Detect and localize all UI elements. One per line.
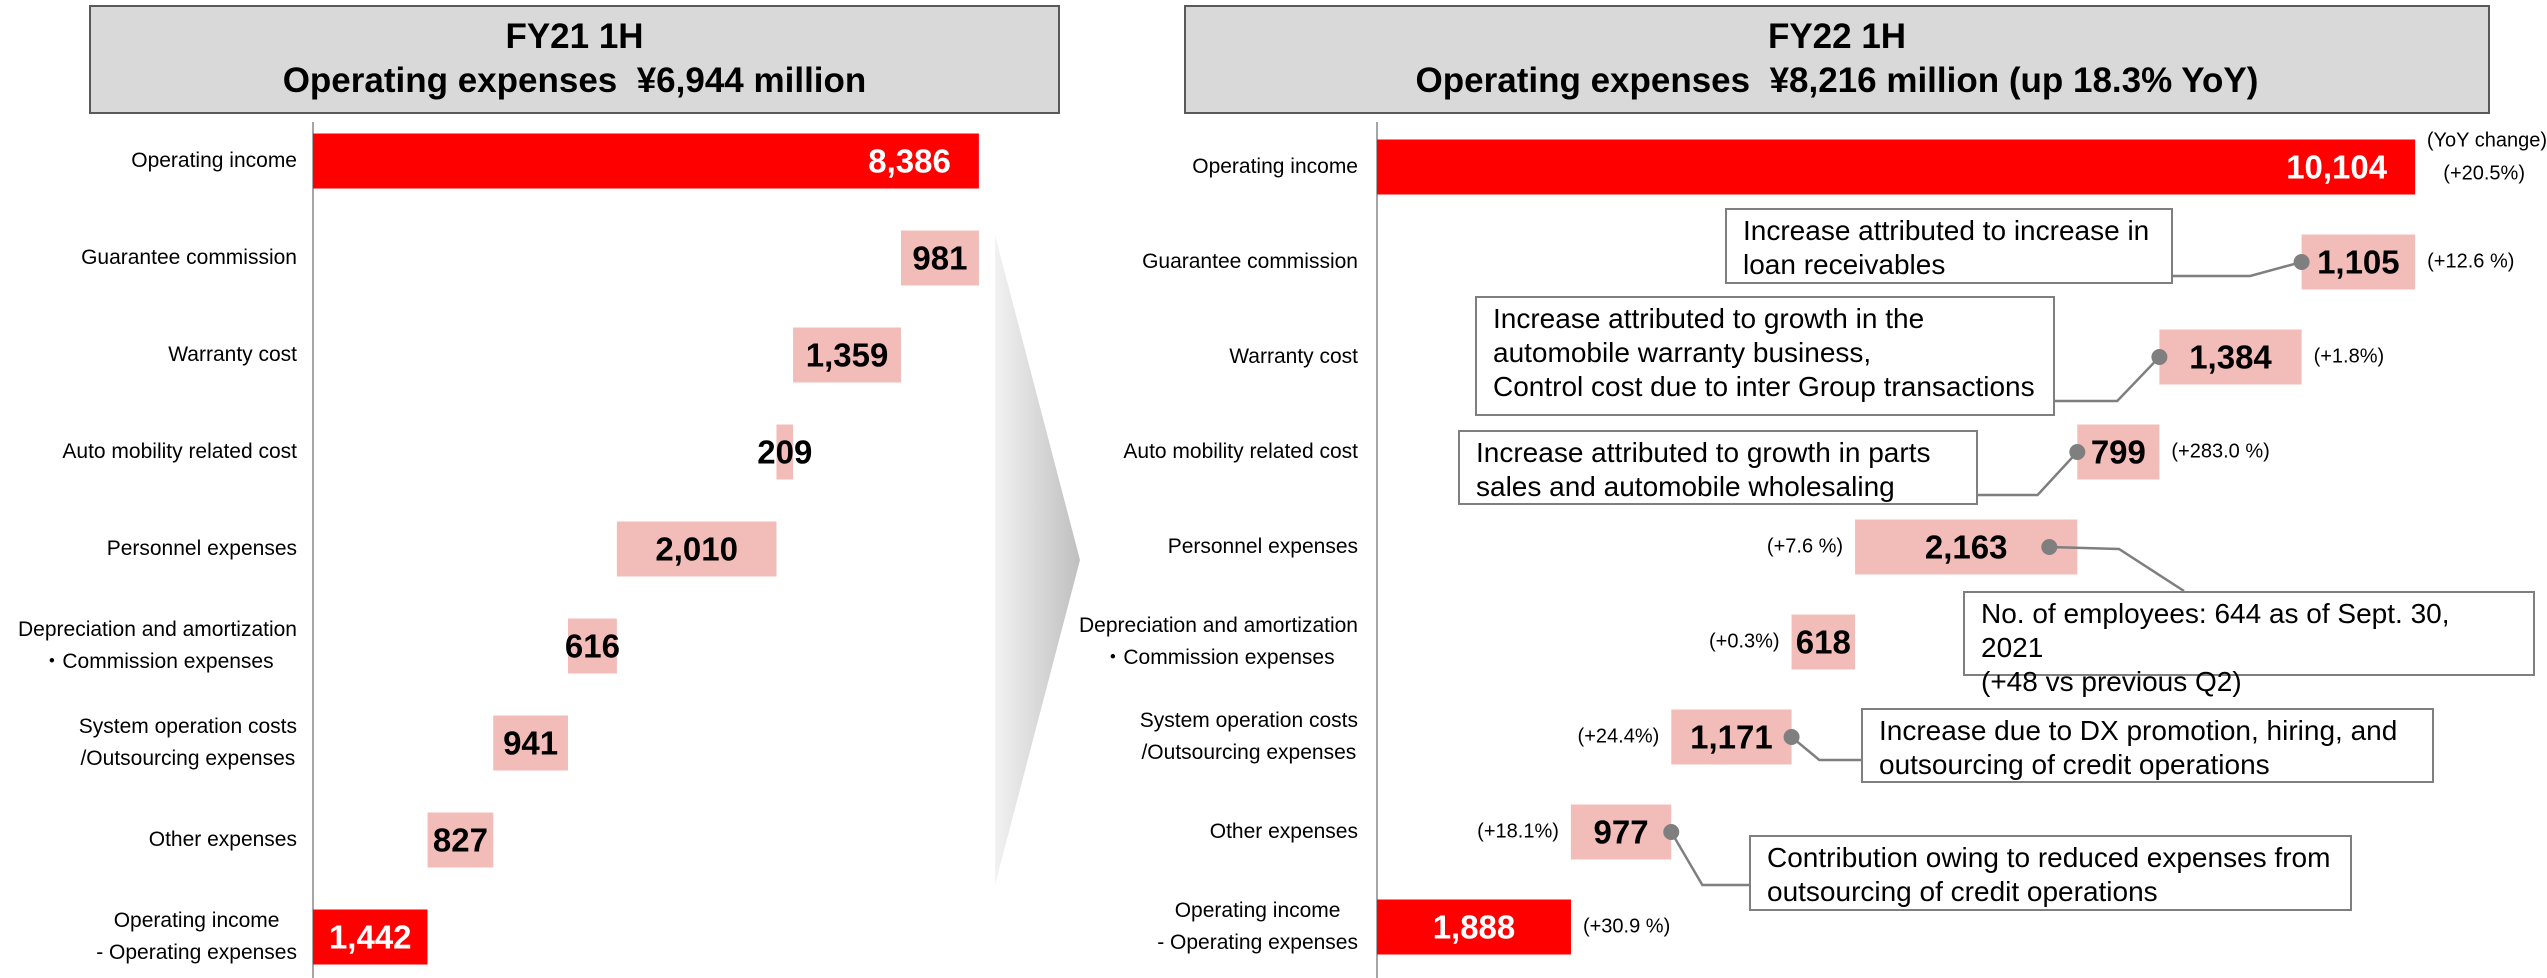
value-label: 8,386 <box>868 143 951 180</box>
bar <box>1855 519 2078 575</box>
bar <box>1671 709 1792 765</box>
callout-line <box>1978 451 2079 497</box>
value-label: 10,104 <box>2286 149 2388 186</box>
category-label: Operating income <box>1192 155 1358 178</box>
chart-title: FY22 1H <box>1767 17 1907 56</box>
value-label: 827 <box>433 822 488 859</box>
value-label: 799 <box>2091 434 2146 471</box>
bar <box>1791 614 1856 670</box>
category-label: Guarantee commission <box>1142 250 1358 273</box>
yoy-change: (+20.5%) <box>2443 162 2525 185</box>
bar <box>1570 804 1672 860</box>
annotation: Increase attributed to increase in loan … <box>1725 208 2173 284</box>
category-label: Guarantee commission <box>81 246 297 269</box>
yoy-change: (+12.6 %) <box>2427 250 2515 273</box>
bar <box>793 327 901 383</box>
category-label: Operating income - Operating expenses <box>1157 899 1358 954</box>
callout-line <box>1790 736 1861 762</box>
annotation: Contribution owing to reduced expenses f… <box>1749 835 2352 911</box>
yoy-change: (+24.4%) <box>1577 725 1660 748</box>
bar <box>900 230 979 286</box>
category-label: Operating income - Operating expenses <box>96 909 297 964</box>
category-label: System operation costs /Outsourcing expe… <box>1139 709 1358 764</box>
callout-line <box>2173 260 2302 278</box>
chart-subtitle: Operating expenses ¥8,216 million (up 18… <box>1415 61 2259 100</box>
chart-header: FY22 1H Operating expenses ¥8,216 million… <box>1184 5 2490 114</box>
value-label: 1,171 <box>1690 719 1773 756</box>
category-label: Depreciation and amortization ・Commissio… <box>18 618 297 673</box>
bar <box>2077 424 2160 480</box>
yoy-change: (+283.0 %) <box>2171 440 2270 463</box>
value-label: 1,442 <box>329 919 412 956</box>
value-label: 977 <box>1594 814 1649 851</box>
yoy-change: (+18.1%) <box>1477 820 1559 843</box>
callout-dot <box>1783 729 1800 745</box>
category-label: Operating income <box>131 149 297 172</box>
value-label: 1,888 <box>1433 909 1516 946</box>
callout-dot <box>2069 444 2086 460</box>
chart-subtitle: Operating expenses ¥6,944 million <box>282 61 867 100</box>
bar <box>2159 329 2302 385</box>
chart-title: FY21 1H <box>505 17 644 56</box>
yoy-header: (YoY change) <box>2426 129 2547 152</box>
yoy-change: (+7.6 %) <box>1766 535 1844 558</box>
yoy-change: (+30.9 %) <box>1582 915 1671 938</box>
value-label: 1,105 <box>2317 244 2400 281</box>
annotation: No. of employees: 644 as of Sept. 30, 20… <box>1963 591 2535 697</box>
category-label: Depreciation and amortization ・Commissio… <box>1079 614 1358 669</box>
value-label: 209 <box>757 434 812 471</box>
value-label: 2,010 <box>655 531 738 568</box>
callout-dot <box>1663 824 1680 840</box>
bar <box>493 715 568 771</box>
value-label: 1,359 <box>806 337 889 374</box>
bar <box>616 521 777 577</box>
bar <box>567 618 617 674</box>
annotation: Increase attributed to growth in parts s… <box>1458 430 1978 505</box>
callout-line <box>1670 831 1749 887</box>
category-label: Personnel expenses <box>1167 535 1358 558</box>
callout-line <box>2049 545 2185 593</box>
category-label: Personnel expenses <box>106 537 297 560</box>
value-label: 616 <box>565 628 620 665</box>
bar <box>313 133 979 189</box>
category-label: Auto mobility related cost <box>1123 440 1358 463</box>
yoy-change: (+1.8%) <box>2313 345 2385 368</box>
annotation: Increase due to DX promotion, hiring, an… <box>1861 708 2434 783</box>
category-label: Warranty cost <box>1229 345 1358 368</box>
bar <box>1377 139 2416 195</box>
callout-dot <box>2041 539 2058 555</box>
bar <box>1377 899 1571 955</box>
callout-line <box>2054 356 2161 403</box>
value-label: 618 <box>1796 624 1851 661</box>
transition-arrow <box>995 235 1080 885</box>
bar <box>2301 234 2416 290</box>
chart-header: FY21 1H Operating expenses ¥6,944 million <box>89 5 1060 114</box>
category-label: Other expenses <box>148 828 297 851</box>
value-label: 941 <box>503 725 558 762</box>
callout-dot <box>2151 349 2168 365</box>
value-label: 981 <box>912 240 967 277</box>
category-label: Auto mobility related cost <box>62 440 297 463</box>
annotation: Increase attributed to growth in the aut… <box>1475 296 2055 416</box>
category-label: Warranty cost <box>168 343 297 366</box>
bar <box>427 812 494 868</box>
bar <box>776 424 794 480</box>
yoy-change: (+0.3%) <box>1708 630 1780 653</box>
bar <box>313 909 428 965</box>
category-label: System operation costs /Outsourcing expe… <box>78 715 297 770</box>
value-label: 2,163 <box>1925 529 2008 566</box>
value-label: 1,384 <box>2189 339 2272 376</box>
category-label: Other expenses <box>1209 820 1358 843</box>
callout-dot <box>2293 254 2310 270</box>
